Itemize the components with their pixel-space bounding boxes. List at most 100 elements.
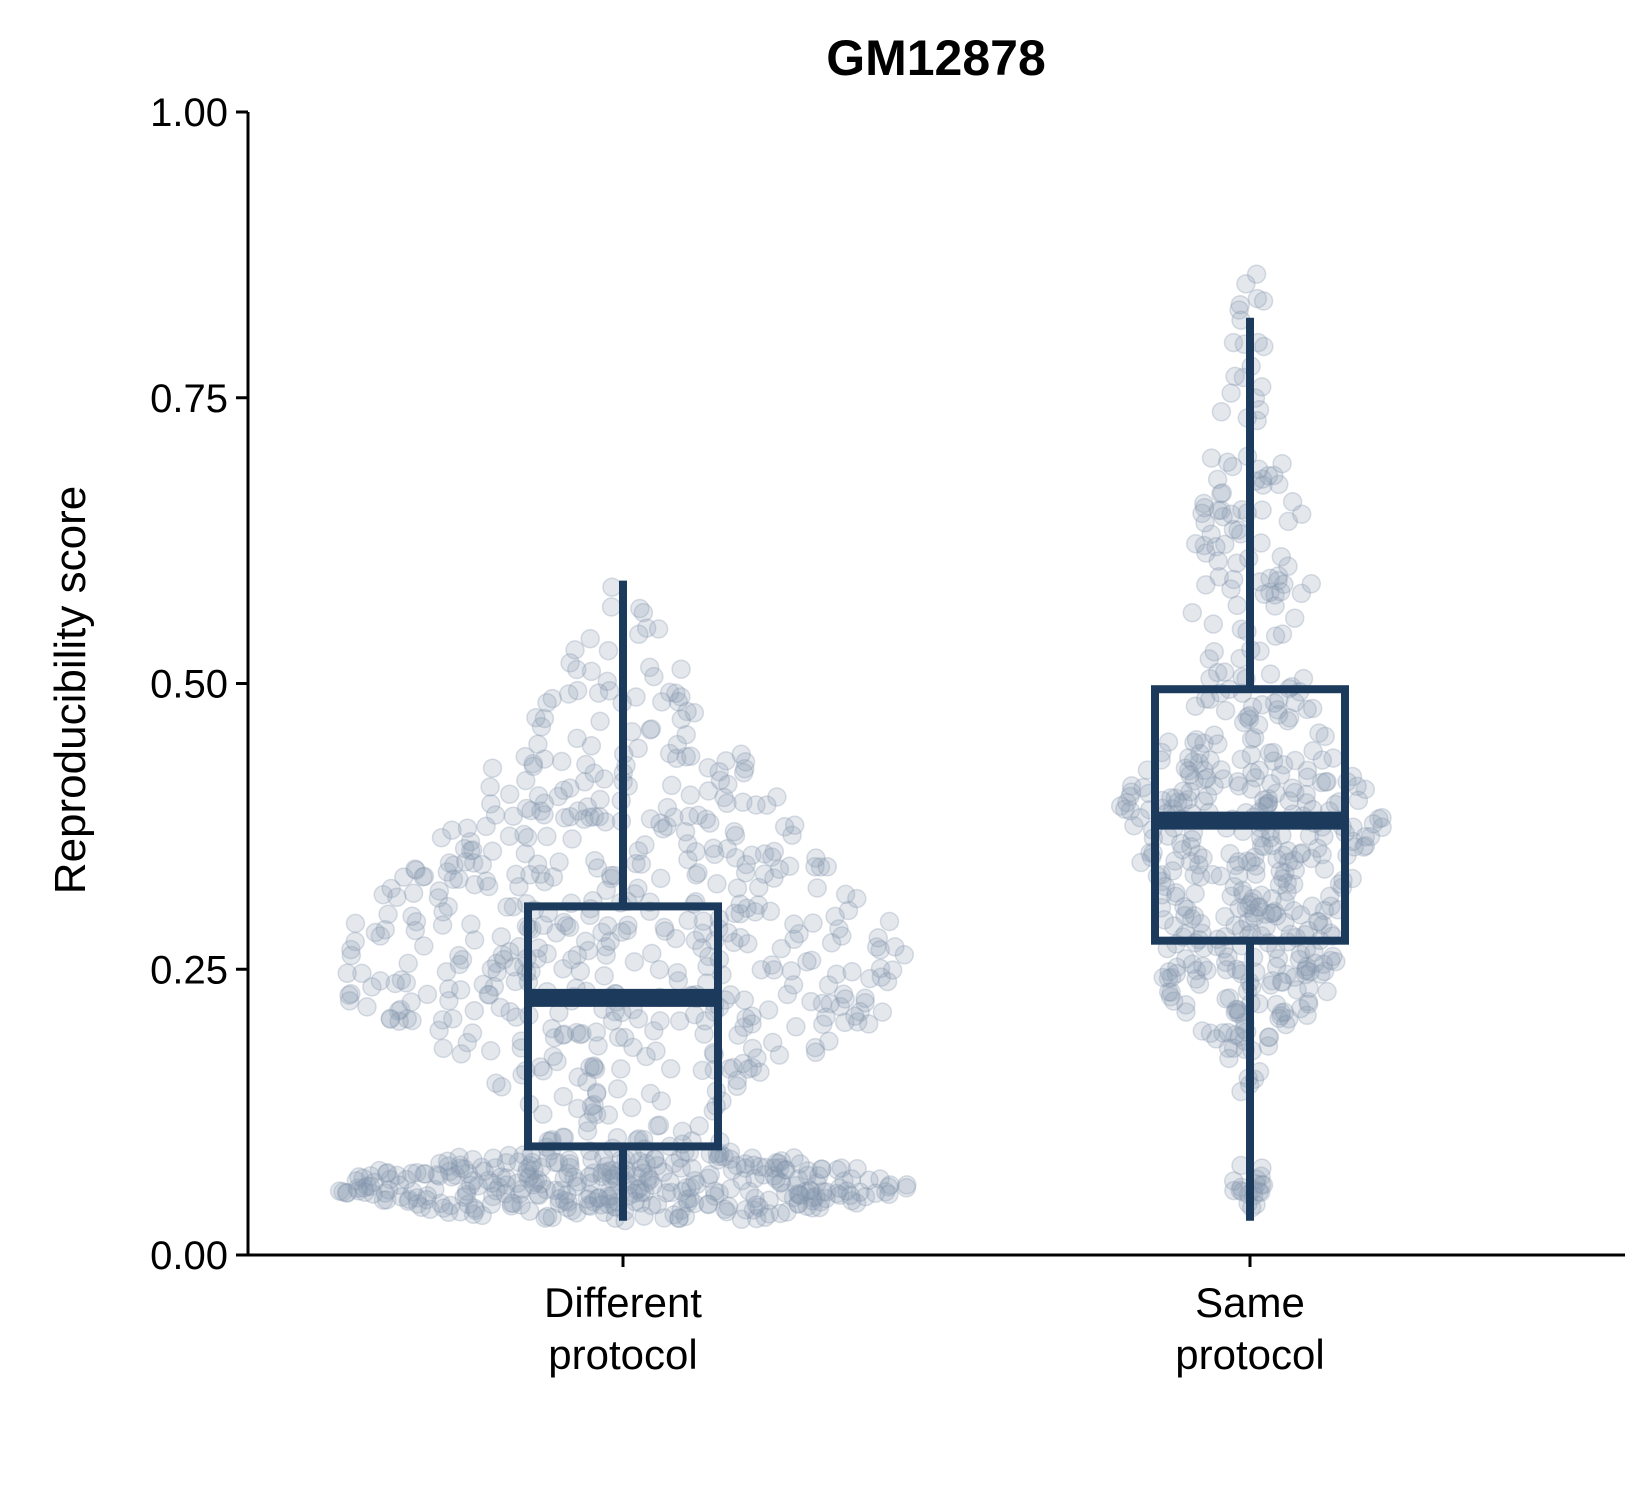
- data-point-different-protocol: [387, 1165, 407, 1186]
- data-point-same-protocol: [1262, 971, 1283, 991]
- data-point-different-protocol: [557, 1197, 578, 1218]
- data-point-same-protocol: [1241, 779, 1262, 799]
- data-point-different-protocol: [641, 719, 662, 739]
- data-point-same-protocol: [1223, 1038, 1244, 1058]
- data-point-different-protocol: [692, 1060, 713, 1081]
- data-point-same-protocol: [1313, 954, 1334, 975]
- data-point-different-protocol: [598, 1194, 619, 1215]
- data-point-different-protocol: [756, 1157, 776, 1178]
- data-point-different-protocol: [708, 1150, 728, 1170]
- data-point-same-protocol: [1208, 500, 1229, 521]
- data-point-different-protocol: [634, 1206, 654, 1226]
- data-point-same-protocol: [1201, 448, 1222, 468]
- data-point-same-protocol: [1163, 991, 1184, 1011]
- data-point-different-protocol: [583, 1103, 603, 1123]
- data-point-same-protocol: [1189, 753, 1209, 773]
- data-point-different-protocol: [549, 852, 569, 872]
- data-point-different-protocol: [704, 1181, 725, 1201]
- data-point-same-protocol: [1260, 568, 1280, 589]
- data-point-different-protocol: [611, 1059, 631, 1079]
- data-point-different-protocol: [682, 1158, 702, 1179]
- data-point-same-protocol: [1261, 774, 1281, 794]
- data-point-different-protocol: [549, 1193, 570, 1214]
- data-point-different-protocol: [738, 933, 758, 954]
- data-point-different-protocol: [733, 762, 754, 783]
- data-point-same-protocol: [1308, 911, 1329, 932]
- data-point-different-protocol: [551, 1180, 571, 1201]
- data-point-different-protocol: [694, 1024, 714, 1044]
- data-point-different-protocol: [490, 997, 511, 1018]
- data-point-different-protocol: [560, 778, 580, 798]
- data-point-same-protocol: [1130, 807, 1150, 828]
- data-point-same-protocol: [1171, 833, 1191, 854]
- data-point-different-protocol: [835, 1012, 855, 1033]
- data-point-different-protocol: [544, 1027, 565, 1048]
- data-point-same-protocol: [1282, 778, 1303, 799]
- data-point-different-protocol: [817, 857, 838, 877]
- data-point-same-protocol: [1252, 695, 1272, 715]
- data-point-different-protocol: [842, 1191, 862, 1211]
- data-point-different-protocol: [584, 1094, 604, 1115]
- data-point-different-protocol: [727, 1076, 747, 1097]
- data-point-different-protocol: [628, 1009, 649, 1029]
- data-point-same-protocol: [1180, 782, 1200, 802]
- data-point-different-protocol: [472, 854, 493, 875]
- y-tick-label: 0.50: [150, 663, 228, 707]
- data-point-different-protocol: [631, 1182, 652, 1203]
- data-point-different-protocol: [486, 953, 507, 974]
- data-point-different-protocol: [413, 867, 433, 887]
- data-point-different-protocol: [797, 1165, 818, 1186]
- data-point-different-protocol: [623, 1037, 643, 1058]
- data-point-different-protocol: [567, 1172, 588, 1192]
- data-point-different-protocol: [749, 877, 769, 898]
- data-point-different-protocol: [650, 813, 670, 833]
- data-point-same-protocol: [1229, 776, 1249, 796]
- data-point-same-protocol: [1258, 465, 1279, 486]
- data-point-same-protocol: [1278, 852, 1299, 872]
- data-point-different-protocol: [586, 1022, 607, 1042]
- data-point-different-protocol: [454, 1187, 474, 1207]
- data-point-same-protocol: [1265, 585, 1285, 605]
- data-point-different-protocol: [588, 1188, 608, 1209]
- data-point-different-protocol: [638, 1167, 659, 1188]
- data-point-different-protocol: [592, 1166, 613, 1187]
- data-point-same-protocol: [1266, 906, 1287, 926]
- data-point-different-protocol: [724, 932, 744, 953]
- data-point-same-protocol: [1239, 709, 1260, 730]
- data-point-same-protocol: [1211, 500, 1232, 521]
- data-point-different-protocol: [628, 878, 648, 899]
- data-point-different-protocol: [560, 653, 580, 673]
- data-point-same-protocol: [1110, 796, 1131, 816]
- data-point-same-protocol: [1237, 707, 1258, 728]
- x-category-label: Different protocol: [544, 1279, 702, 1378]
- data-point-different-protocol: [894, 945, 915, 965]
- data-point-different-protocol: [680, 746, 701, 766]
- data-point-different-protocol: [437, 1151, 458, 1171]
- data-point-different-protocol: [341, 945, 362, 966]
- data-point-same-protocol: [1216, 959, 1237, 980]
- data-point-different-protocol: [807, 878, 827, 898]
- data-point-different-protocol: [685, 930, 706, 951]
- data-point-same-protocol: [1194, 791, 1214, 811]
- data-point-same-protocol: [1176, 1002, 1196, 1022]
- data-point-different-protocol: [598, 1186, 618, 1207]
- data-point-different-protocol: [735, 758, 755, 779]
- data-point-different-protocol: [847, 888, 867, 909]
- data-point-different-protocol: [575, 931, 596, 952]
- data-point-different-protocol: [709, 761, 729, 782]
- data-point-different-protocol: [481, 1194, 502, 1214]
- data-point-same-protocol: [1236, 274, 1256, 294]
- data-point-different-protocol: [689, 1116, 709, 1136]
- data-point-different-protocol: [617, 920, 637, 941]
- data-point-different-protocol: [698, 1194, 718, 1214]
- data-point-different-protocol: [602, 1011, 623, 1031]
- data-point-different-protocol: [528, 1184, 548, 1204]
- data-point-different-protocol: [518, 1168, 539, 1189]
- data-point-different-protocol: [784, 914, 804, 934]
- data-point-same-protocol: [1117, 792, 1137, 813]
- data-point-different-protocol: [527, 854, 548, 874]
- data-point-different-protocol: [558, 684, 579, 704]
- data-point-different-protocol: [733, 792, 753, 812]
- data-point-different-protocol: [333, 1182, 353, 1202]
- data-point-different-protocol: [784, 1148, 804, 1168]
